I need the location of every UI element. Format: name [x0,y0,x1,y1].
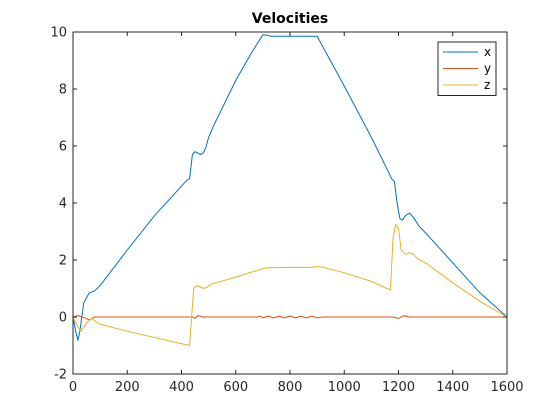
x-tick-label: 200 [115,380,140,395]
y-tick-label: 4 [59,197,67,212]
x-tick-label: 1600 [490,380,523,395]
x-tick-label: 0 [69,380,77,395]
x-tick-label: 800 [278,380,303,395]
legend: xyz [438,42,496,96]
legend-label-z: z [484,78,490,92]
y-tick-label: 8 [59,83,67,98]
legend-label-x: x [484,45,491,59]
y-tick-label: 0 [59,311,67,326]
y-tick-label: 6 [59,140,67,155]
y-tick-label: 10 [50,26,67,41]
x-tick-label: 1400 [436,380,469,395]
x-tick-label: 1000 [328,380,361,395]
legend-label-y: y [484,62,491,76]
x-tick-label: 400 [169,380,194,395]
y-tick-label: -2 [54,368,67,383]
y-tick-label: 2 [59,254,67,269]
x-tick-label: 600 [223,380,248,395]
x-tick-label: 1200 [382,380,415,395]
chart-title: Velocities [252,11,328,27]
